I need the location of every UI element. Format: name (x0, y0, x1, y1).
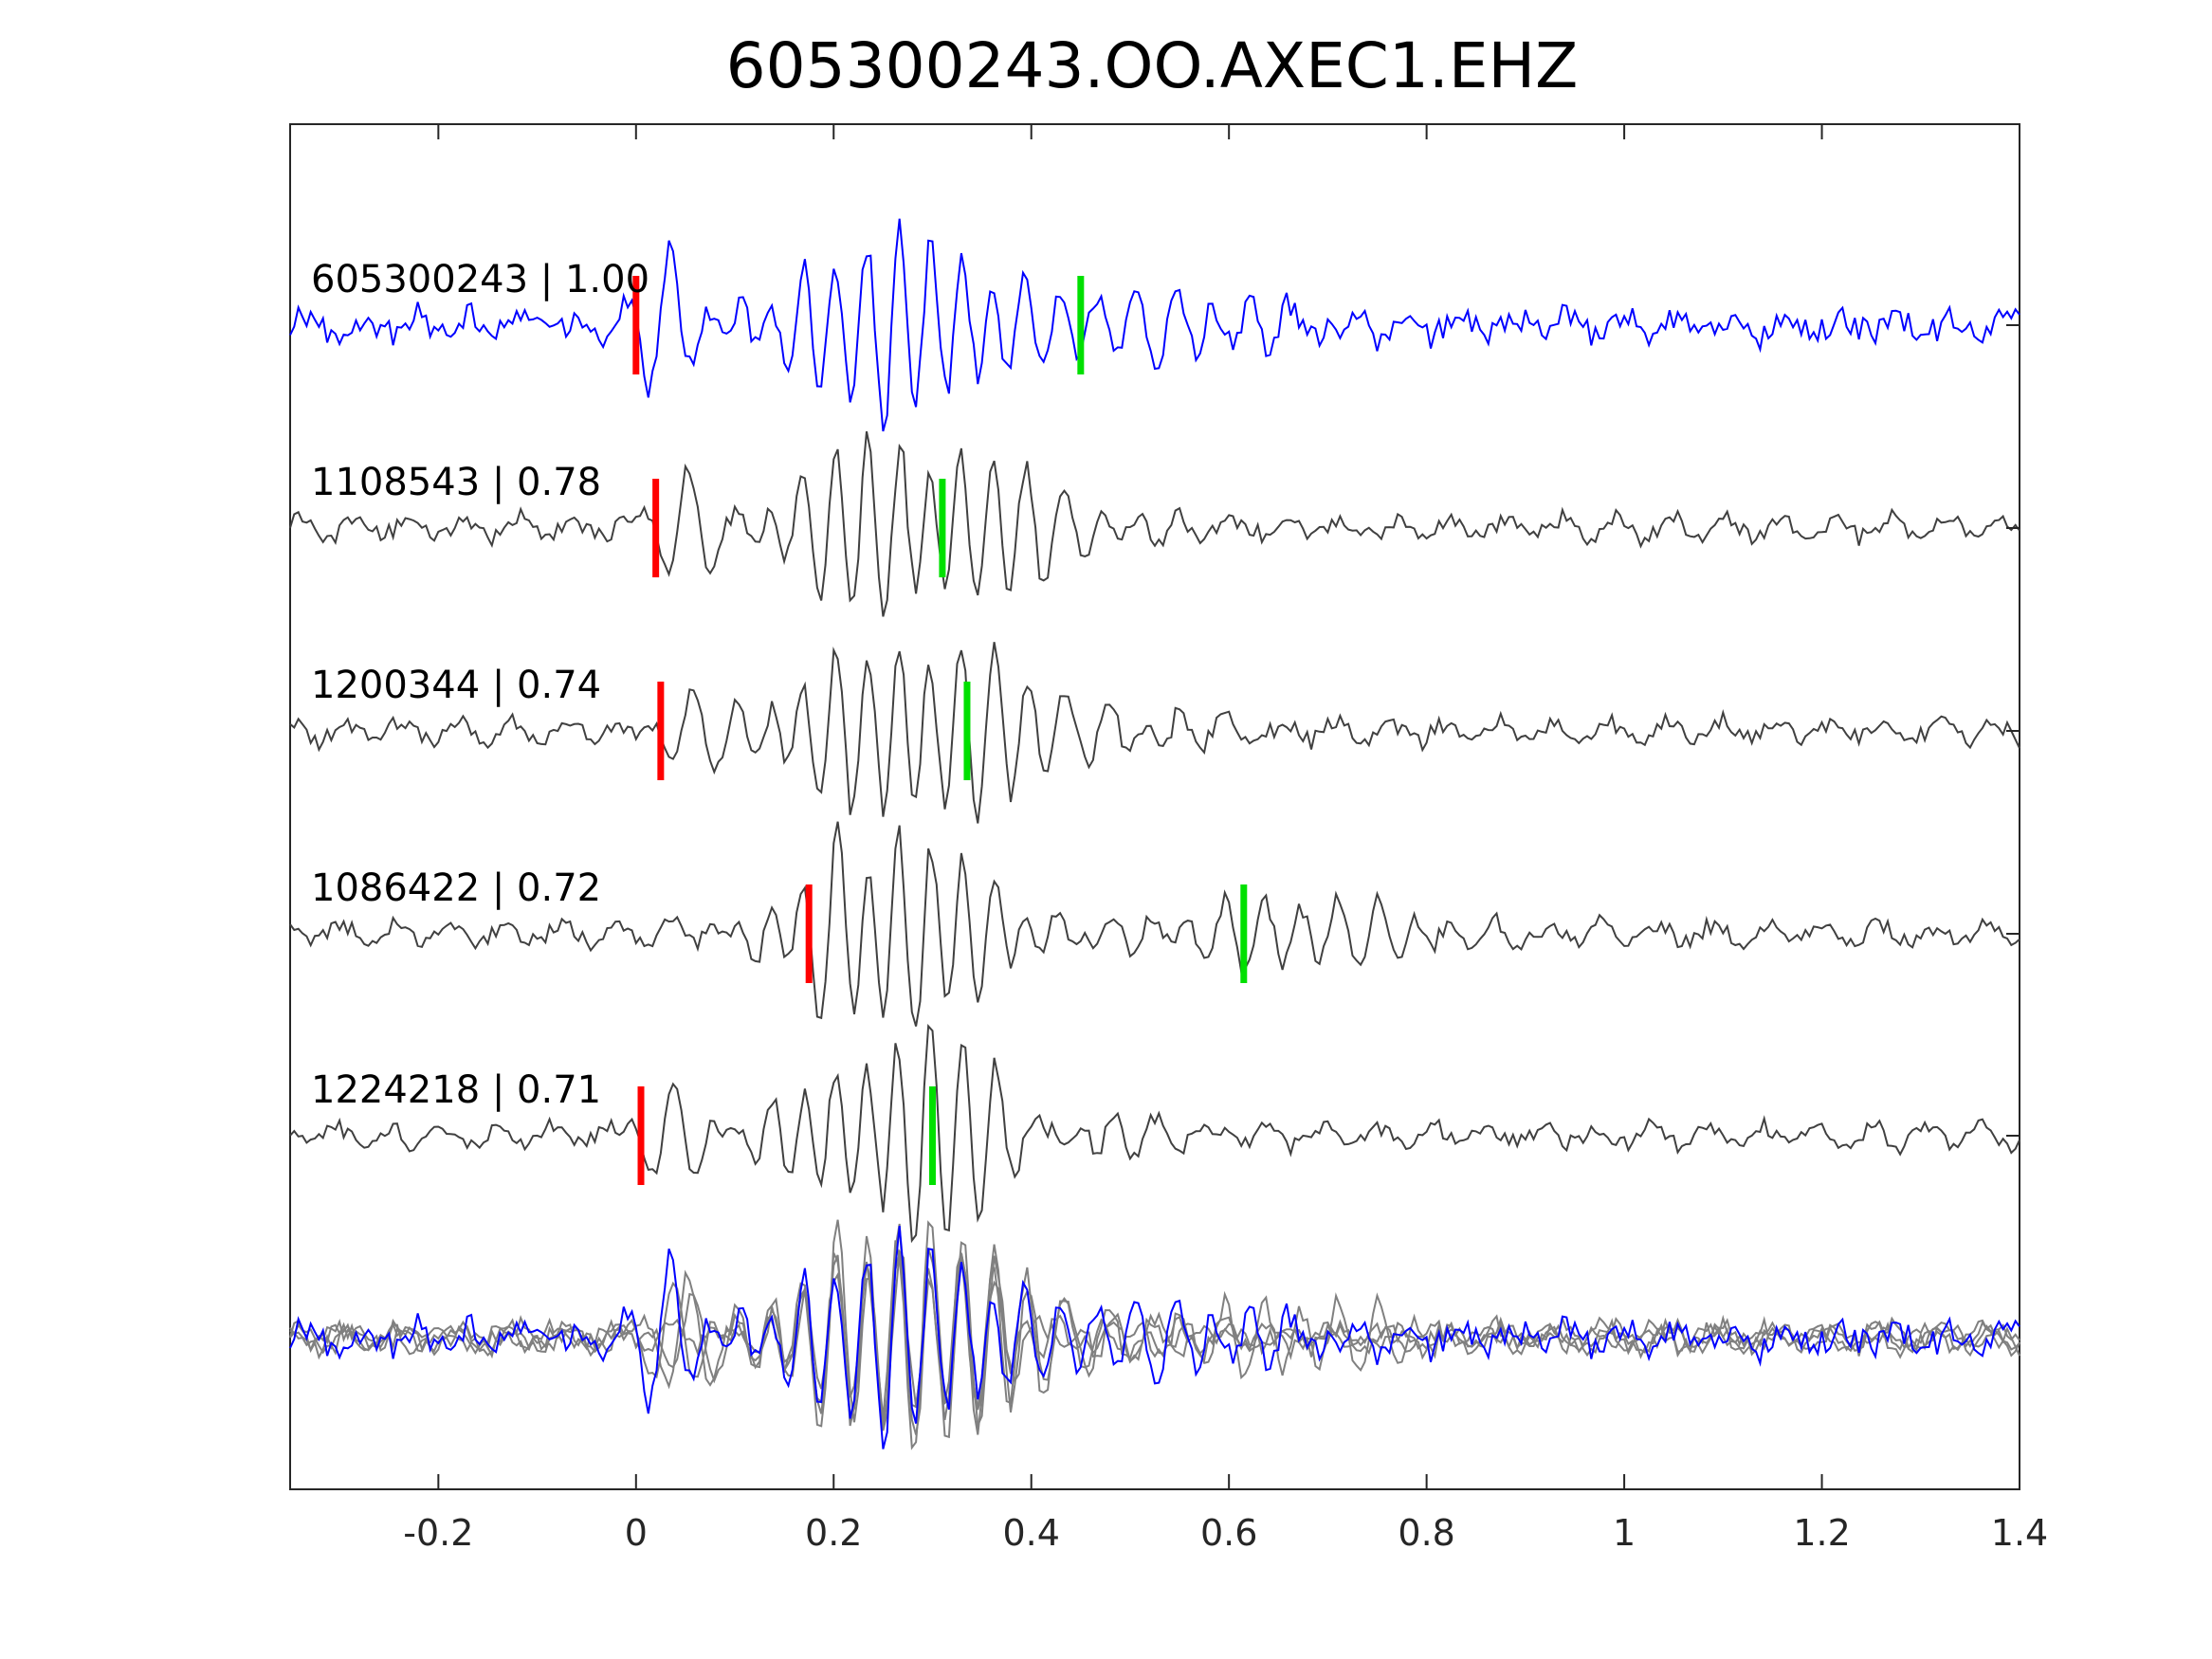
trace-line-1200344 (289, 642, 2020, 824)
trace-label-1086422: 1086422 | 0.72 (311, 866, 601, 910)
chart-title: 605300243.OO.AXEC1.EHZ (726, 29, 1579, 102)
x-tick-label: 0.4 (1002, 1512, 1059, 1554)
x-tick-label: 0.2 (805, 1512, 862, 1554)
x-tick-label: 1.4 (1991, 1512, 2048, 1554)
trace-line-1108543 (289, 430, 2020, 617)
x-tick-label: 0.6 (1200, 1512, 1257, 1554)
trace-label-1224218: 1224218 | 0.71 (311, 1068, 601, 1112)
trace-line-1086422 (289, 821, 2020, 1027)
trace-label-605300243: 605300243 | 1.00 (311, 258, 649, 301)
x-axis: -0.2 0 0.2 0.4 0.6 0.8 1 1.2 1.4 (403, 124, 2048, 1554)
phase-picks (632, 276, 1248, 1185)
waveform-traces (289, 218, 2020, 1450)
trace-label-1108543: 1108543 | 0.78 (311, 461, 601, 504)
overlay-trace-605300243 (289, 1226, 2020, 1449)
overlay-trace-1224218 (289, 1220, 2020, 1450)
trace-labels: 605300243 | 1.00 1108543 | 0.78 1200344 | … (311, 258, 649, 1112)
x-tick-label: 0 (625, 1512, 648, 1554)
trace-line-1224218 (289, 1023, 2020, 1244)
x-tick-label: 1 (1613, 1512, 1636, 1554)
x-tick-label: -0.2 (403, 1512, 473, 1554)
plot-frame (289, 123, 2020, 1490)
overlay-trace-1086422 (289, 1219, 2020, 1435)
trace-line-605300243 (289, 218, 2020, 432)
x-tick-label: 1.2 (1793, 1512, 1850, 1554)
trace-label-1200344: 1200344 | 0.74 (311, 664, 601, 707)
x-tick-label: 0.8 (1398, 1512, 1454, 1554)
